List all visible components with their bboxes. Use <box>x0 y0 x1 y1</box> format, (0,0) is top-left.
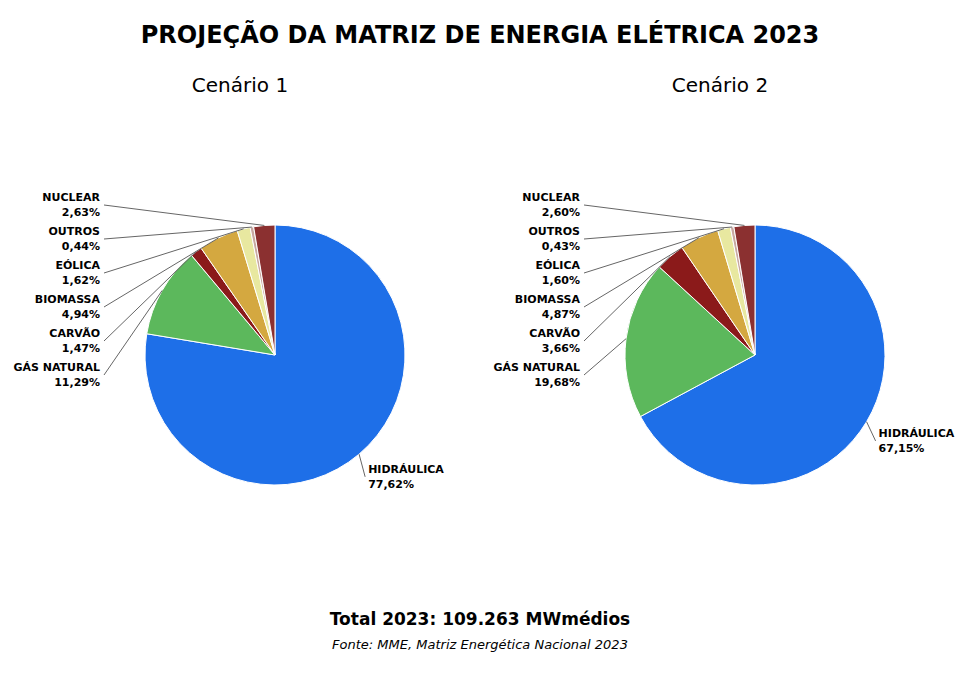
svg-text:11,29%: 11,29% <box>54 376 100 389</box>
svg-text:77,62%: 77,62% <box>368 478 414 491</box>
svg-text:OUTROS: OUTROS <box>48 225 100 238</box>
svg-text:4,87%: 4,87% <box>542 308 580 321</box>
svg-text:HIDRÁULICA: HIDRÁULICA <box>368 463 444 476</box>
svg-text:2,60%: 2,60% <box>542 206 580 219</box>
svg-text:CARVÃO: CARVÃO <box>529 327 580 340</box>
svg-text:1,60%: 1,60% <box>542 274 580 287</box>
svg-text:4,94%: 4,94% <box>62 308 100 321</box>
svg-text:1,47%: 1,47% <box>62 342 100 355</box>
html-text:Fonte: MME, Matriz Energética: Fonte: MME, Matriz Energética Nacional 2… <box>332 637 628 652</box>
svg-text:GÁS NATURAL: GÁS NATURAL <box>493 361 580 374</box>
svg-text:NUCLEAR: NUCLEAR <box>522 191 580 204</box>
svg-text:EÓLICA: EÓLICA <box>55 259 100 272</box>
svg-text:0,44%: 0,44% <box>62 240 100 253</box>
svg-text:CARVÃO: CARVÃO <box>49 327 100 340</box>
svg-text:67,15%: 67,15% <box>879 442 925 455</box>
svg-text:OUTROS: OUTROS <box>528 225 580 238</box>
svg-text:BIOMASSA: BIOMASSA <box>35 293 101 306</box>
svg-text:BIOMASSA: BIOMASSA <box>515 293 581 306</box>
svg-text:0,43%: 0,43% <box>542 240 580 253</box>
svg-text:NUCLEAR: NUCLEAR <box>42 191 100 204</box>
svg-text:1,62%: 1,62% <box>62 274 100 287</box>
svg-text:3,66%: 3,66% <box>542 342 580 355</box>
html-text:Total 2023: 109.263 MWmédios: Total 2023: 109.263 MWmédios <box>329 609 631 629</box>
svg-text:19,68%: 19,68% <box>534 376 580 389</box>
svg-text:GÁS NATURAL: GÁS NATURAL <box>13 361 100 374</box>
svg-text:2,63%: 2,63% <box>62 206 100 219</box>
svg-text:HIDRÁULICA: HIDRÁULICA <box>879 427 952 440</box>
html-text:Cenário 2: Cenário 2 <box>671 73 769 97</box>
svg-text:EÓLICA: EÓLICA <box>535 259 580 272</box>
html-text:Cenário 1: Cenário 1 <box>191 73 289 97</box>
html-text:PROJEÇÃO DA MATRIZ DE ENERGIA: PROJEÇÃO DA MATRIZ DE ENERGIA ELÉTRICA 2… <box>140 21 820 49</box>
